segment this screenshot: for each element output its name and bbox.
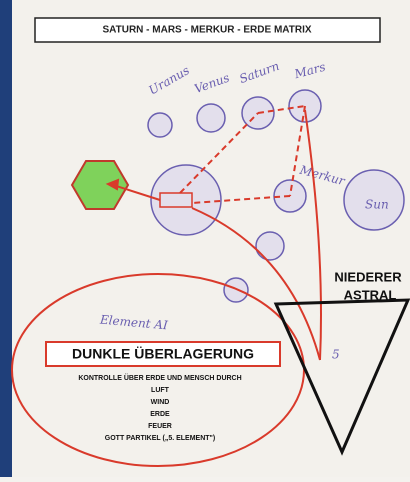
overlay-line: LUFT — [151, 387, 170, 394]
overlay-line: GOTT PARTIKEL („5. ELEMENT") — [105, 435, 215, 442]
astral-2: ASTRAL — [344, 287, 397, 302]
planet — [256, 232, 284, 260]
paper — [0, 0, 410, 477]
label-sun: Sun — [365, 198, 389, 212]
planet — [224, 278, 248, 302]
overlay-line: FEUER — [148, 423, 172, 430]
diagram: SATURN - MARS - MERKUR - ERDE MATRIX Ura… — [0, 0, 410, 477]
planet — [197, 104, 225, 132]
number: 5 — [332, 348, 340, 362]
edge — [0, 0, 12, 477]
title: SATURN - MARS - MERKUR - ERDE MATRIX — [102, 25, 311, 36]
overlay-title: DUNKLE ÜBERLAGERUNG — [72, 346, 254, 362]
planet — [148, 113, 172, 137]
overlay-line: KONTROLLE ÜBER ERDE UND MENSCH DURCH — [78, 373, 241, 382]
overlay-line: WIND — [151, 399, 170, 406]
planet — [151, 165, 221, 235]
astral-1: NIEDERER — [334, 269, 402, 284]
overlay-line: ERDE — [150, 411, 170, 418]
